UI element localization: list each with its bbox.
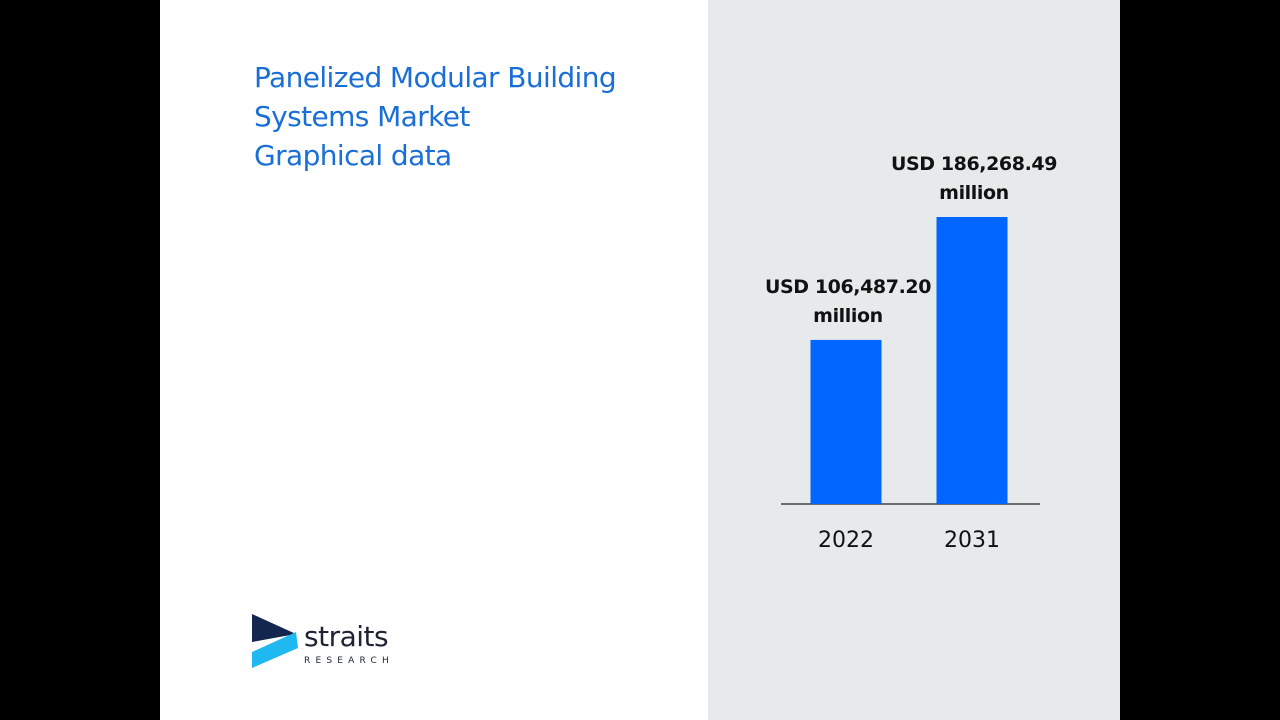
title-line: Panelized Modular Building — [254, 61, 617, 94]
logo-word: straits — [304, 620, 389, 653]
data-label-unit: million — [813, 305, 883, 327]
data-label: USD 186,268.49 — [891, 153, 1057, 175]
logo-subtitle: RESEARCH — [304, 656, 394, 666]
bar-chart: USD 106,487.20 million 2022 USD 186,268.49 m… — [765, 153, 1058, 553]
data-label: USD 106,487.20 — [765, 276, 931, 298]
page-title: Panelized Modular Building Systems Marke… — [254, 58, 694, 175]
straits-research-logo: straits RESEARCH — [252, 612, 412, 672]
left-panel: Panelized Modular Building Systems Marke… — [160, 0, 708, 720]
bar-2031 — [936, 217, 1008, 504]
chart-panel: USD 106,487.20 million 2022 USD 186,268.49 m… — [708, 0, 1120, 720]
bar-2022 — [810, 339, 882, 504]
x-tick-label: 2031 — [944, 528, 1000, 553]
title-line: Systems Market — [254, 100, 470, 133]
data-label-unit: million — [939, 182, 1009, 204]
logo-arrow-icon — [252, 614, 298, 668]
x-tick-label: 2022 — [818, 528, 874, 553]
title-line: Graphical data — [254, 139, 452, 172]
